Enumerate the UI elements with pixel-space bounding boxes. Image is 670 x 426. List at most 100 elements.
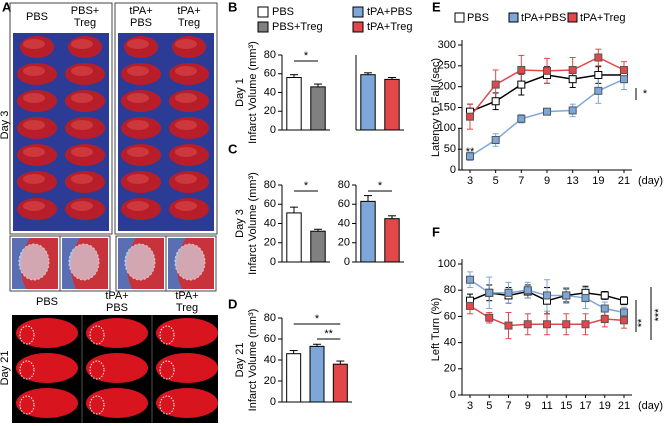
data-point — [568, 75, 577, 84]
slice-highlight — [127, 174, 149, 184]
bar — [384, 78, 400, 131]
slice-highlight — [23, 147, 45, 157]
slice-highlight — [175, 39, 197, 49]
brain-slice — [156, 353, 218, 383]
y-tick-label: 80 — [338, 179, 350, 191]
column-header: tPA+ — [105, 290, 128, 302]
y-tick-label: 20 — [338, 237, 350, 249]
infarct-outline — [89, 325, 105, 345]
y-axis-label: Infarct Volume (mm³) — [247, 309, 259, 412]
y-tick-label: 50 — [444, 143, 456, 155]
data-point — [620, 75, 628, 84]
slice-highlight — [71, 174, 93, 184]
bar — [360, 200, 376, 263]
significance-label: ** — [636, 318, 648, 327]
image-frame — [9, 2, 113, 235]
x-axis-label: (day) — [638, 400, 663, 412]
column-header: PBS+ — [71, 5, 99, 17]
panel-label: B — [228, 0, 237, 14]
data-point — [504, 321, 513, 330]
y-tick-label: 60 — [264, 198, 276, 210]
y-tick-label: 60 — [264, 68, 276, 80]
panel-label: A — [2, 0, 12, 14]
slice-highlight — [23, 120, 45, 130]
legend-swatch — [352, 6, 364, 18]
y-tick-label: 0 — [270, 256, 276, 268]
bar — [310, 86, 326, 131]
legend-swatch — [567, 12, 578, 23]
legend-swatch — [352, 21, 364, 33]
data-point — [581, 320, 590, 329]
slice-highlight — [71, 147, 93, 157]
y-tick-label: 60 — [444, 310, 456, 322]
significance-label: * — [315, 313, 320, 325]
brain-slice — [86, 388, 148, 418]
data-point — [491, 80, 500, 89]
data-point — [562, 320, 571, 329]
slice-highlight — [71, 201, 93, 211]
panel-label: D — [228, 296, 237, 311]
data-point — [568, 66, 577, 74]
bar — [286, 77, 302, 131]
x-tick-label: 19 — [599, 400, 611, 412]
y-axis-label: Infarct Volume (mm³) — [247, 41, 259, 144]
slice-highlight — [23, 66, 45, 76]
day-label: Day 3 — [0, 111, 11, 140]
x-tick-label: 13 — [567, 175, 579, 187]
legend-label: PBS — [272, 6, 294, 18]
x-tick-label: 3 — [467, 400, 473, 412]
legend-label: PBS — [467, 12, 489, 24]
slice-highlight — [71, 93, 93, 103]
y-tick-label: 20 — [264, 375, 276, 387]
data-point — [594, 86, 603, 95]
x-tick-label: 7 — [505, 400, 511, 412]
data-point — [581, 294, 590, 303]
slice-highlight — [127, 147, 149, 157]
data-point — [466, 275, 474, 284]
y-tick-label: 60 — [264, 333, 276, 345]
y-tick-label: 20 — [444, 363, 456, 375]
panel-label: F — [432, 224, 440, 239]
x-tick-label: 19 — [592, 175, 604, 187]
slice-highlight — [127, 201, 149, 211]
x-tick-label: 21 — [618, 400, 630, 412]
y-tick-label: 0 — [450, 164, 456, 176]
data-point — [620, 316, 628, 325]
y-tick-label: 100 — [438, 122, 456, 134]
significance-label: *** — [653, 308, 665, 322]
column-header: tPA+ — [177, 5, 200, 17]
infarct-outline — [19, 360, 35, 380]
column-header: PBS — [130, 17, 152, 29]
x-tick-label: 9 — [525, 400, 531, 412]
day-label: Day 21 — [0, 351, 11, 386]
zoom-frame — [165, 235, 217, 292]
x-tick-label: 9 — [544, 175, 550, 187]
brain-slice — [86, 353, 148, 383]
y-tick-label: 0 — [344, 256, 350, 268]
slice-highlight — [127, 39, 149, 49]
panel-label: C — [228, 141, 238, 156]
legend-swatch — [257, 6, 269, 18]
x-tick-label: 21 — [618, 175, 630, 187]
data-point — [600, 291, 609, 300]
legend-label: tPA+PBS — [521, 12, 566, 24]
column-header: tPA+ — [175, 290, 198, 302]
legend-label: tPA+Treg — [580, 12, 626, 24]
slice-highlight — [175, 174, 197, 184]
slice-highlight — [175, 66, 197, 76]
data-point — [485, 313, 494, 322]
infarct-outline — [174, 243, 206, 281]
y-tick-label: 40 — [338, 217, 350, 229]
image-frame — [114, 2, 218, 235]
y-tick-label: 150 — [438, 101, 456, 113]
brain-slice — [156, 318, 218, 348]
slice-highlight — [127, 93, 149, 103]
x-axis-label: (day) — [638, 175, 663, 187]
bar — [310, 230, 326, 263]
brain-slice — [156, 388, 218, 418]
y-tick-label: 20 — [264, 237, 276, 249]
data-point — [543, 66, 551, 75]
significance-label: ** — [324, 328, 333, 340]
legend-label: tPA+Treg — [367, 21, 413, 33]
y-axis-label: Infarct Volume (mm³) — [247, 172, 259, 275]
